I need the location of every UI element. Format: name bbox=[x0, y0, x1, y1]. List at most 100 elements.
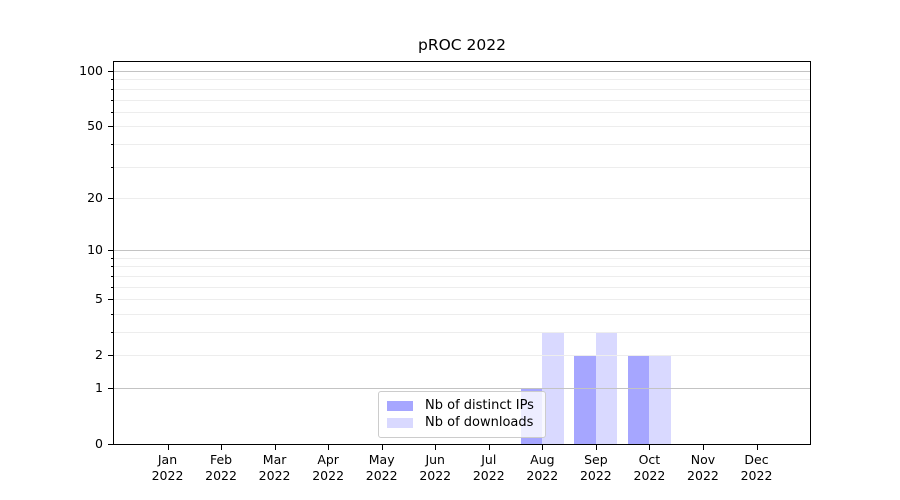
grid-line-minor bbox=[114, 257, 810, 259]
bar-downloads bbox=[595, 331, 618, 444]
x-tick-mark bbox=[381, 445, 383, 450]
x-tick-label-year: 2022 bbox=[687, 467, 719, 483]
y-minor-tick-mark bbox=[111, 257, 114, 259]
grid-line-minor bbox=[114, 266, 810, 268]
x-tick-mark bbox=[435, 445, 437, 450]
y-tick-mark bbox=[108, 71, 114, 73]
x-tick-label-year: 2022 bbox=[205, 467, 237, 483]
y-tick-mark bbox=[108, 250, 114, 252]
x-tick-label-month: Oct bbox=[638, 452, 661, 467]
y-tick-label: 10 bbox=[87, 242, 103, 258]
y-tick-label: 20 bbox=[87, 189, 103, 205]
x-tick-mark bbox=[167, 445, 169, 450]
grid-line-major bbox=[114, 387, 810, 389]
grid-line-minor bbox=[114, 275, 810, 277]
x-tick-label-year: 2022 bbox=[526, 467, 559, 483]
grid-line-minor bbox=[114, 111, 810, 113]
x-tick-label-month: Apr bbox=[317, 452, 339, 467]
legend-swatch-downloads bbox=[387, 418, 413, 428]
y-tick-mark bbox=[108, 444, 114, 445]
y-tick-mark bbox=[108, 126, 114, 128]
y-minor-tick-mark bbox=[111, 111, 114, 113]
x-tick-label-year: 2022 bbox=[312, 467, 345, 483]
bar-downloads bbox=[649, 355, 671, 444]
x-tick-label: Nov 2022 bbox=[676, 452, 730, 483]
y-tick-label: 1 bbox=[95, 379, 103, 395]
y-tick-label: 0 bbox=[95, 436, 103, 451]
grid-line-minor bbox=[114, 88, 810, 90]
y-minor-tick-mark bbox=[111, 166, 114, 168]
x-tick-label-year: 2022 bbox=[472, 467, 505, 483]
legend-label-distinct-ips: Nb of distinct IPs bbox=[425, 398, 534, 413]
x-tick-label: Oct 2022 bbox=[622, 452, 676, 483]
x-tick-label-year: 2022 bbox=[579, 467, 612, 483]
y-tick-mark bbox=[108, 355, 114, 357]
x-tick-label: Dec 2022 bbox=[730, 452, 784, 483]
y-minor-tick-mark bbox=[111, 79, 114, 81]
x-tick-label: Jan 2022 bbox=[141, 452, 195, 483]
grid-line-minor bbox=[114, 286, 810, 288]
x-tick-label: Feb 2022 bbox=[194, 452, 248, 483]
x-tick-label: May 2022 bbox=[355, 452, 409, 483]
x-tick-label-month: May bbox=[368, 452, 395, 467]
grid-line-minor bbox=[114, 197, 810, 199]
y-tick-label: 2 bbox=[95, 347, 103, 363]
x-tick-mark bbox=[702, 445, 704, 450]
legend-item-downloads: Nb of downloads bbox=[387, 415, 537, 431]
x-tick-mark bbox=[595, 445, 597, 450]
grid-layer bbox=[114, 62, 810, 444]
y-tick-label: 100 bbox=[79, 63, 103, 79]
x-tick-label-year: 2022 bbox=[151, 467, 184, 483]
grid-line-minor bbox=[114, 143, 810, 145]
x-tick-label-month: Dec bbox=[744, 452, 769, 467]
y-minor-tick-mark bbox=[111, 266, 114, 268]
chart-title: pROC 2022 bbox=[417, 36, 506, 54]
y-minor-tick-mark bbox=[111, 286, 114, 288]
y-minor-tick-mark bbox=[111, 99, 114, 101]
legend-label-downloads: Nb of downloads bbox=[425, 415, 534, 430]
x-tick-label: Aug 2022 bbox=[515, 452, 569, 483]
y-tick-mark bbox=[108, 387, 114, 389]
y-minor-tick-mark bbox=[111, 143, 114, 145]
grid-line-minor bbox=[114, 331, 810, 333]
x-tick-label-month: Jan bbox=[157, 452, 178, 467]
x-tick-mark bbox=[542, 445, 544, 450]
grid-line-minor bbox=[114, 299, 810, 301]
y-tick-mark bbox=[108, 299, 114, 301]
y-tick-label: 5 bbox=[95, 291, 103, 307]
x-tick-label-month: Jul bbox=[481, 452, 497, 467]
x-tick-label: Apr 2022 bbox=[301, 452, 355, 483]
grid-line-minor bbox=[114, 79, 810, 81]
legend: Nb of distinct IPs Nb of downloads bbox=[378, 391, 546, 438]
x-tick-label-month: Feb bbox=[209, 452, 233, 467]
x-tick-mark bbox=[488, 445, 490, 450]
grid-line-minor bbox=[114, 126, 810, 128]
grid-line-minor bbox=[114, 313, 810, 315]
y-minor-tick-mark bbox=[111, 88, 114, 90]
x-tick-mark bbox=[221, 445, 223, 450]
x-tick-mark bbox=[756, 445, 758, 450]
x-tick-label: Mar 2022 bbox=[248, 452, 302, 483]
x-tick-label-year: 2022 bbox=[365, 467, 398, 483]
y-tick-label: 50 bbox=[87, 118, 103, 134]
x-tick-mark bbox=[649, 445, 651, 450]
x-tick-label-year: 2022 bbox=[258, 467, 291, 483]
x-tick-label-month: Jun bbox=[425, 452, 445, 467]
x-tick-label-year: 2022 bbox=[419, 467, 452, 483]
y-minor-tick-mark bbox=[111, 275, 114, 277]
x-tick-label: Sep 2022 bbox=[569, 452, 623, 483]
bar-downloads bbox=[542, 331, 564, 444]
x-tick-label-month: Mar bbox=[262, 452, 287, 467]
x-tick-label: Jun 2022 bbox=[408, 452, 462, 483]
x-tick-label-year: 2022 bbox=[633, 467, 666, 483]
grid-line-minor bbox=[114, 99, 810, 101]
x-tick-label: Jul 2022 bbox=[462, 452, 516, 483]
grid-line-major bbox=[114, 250, 810, 252]
x-tick-label-month: Aug bbox=[530, 452, 555, 467]
bar-distinct-ips bbox=[627, 355, 650, 444]
grid-line-minor bbox=[114, 355, 810, 357]
bar-layer bbox=[114, 62, 810, 444]
x-tick-label-year: 2022 bbox=[740, 467, 773, 483]
plot-area: Nb of distinct IPs Nb of downloads bbox=[113, 61, 811, 445]
